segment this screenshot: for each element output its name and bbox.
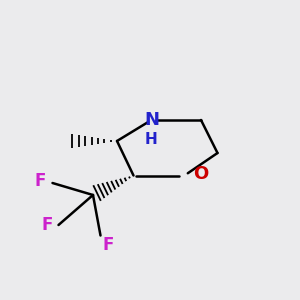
Text: N: N [144, 111, 159, 129]
Text: H: H [145, 132, 158, 147]
Text: F: F [41, 216, 53, 234]
Text: F: F [102, 236, 114, 253]
Text: F: F [34, 172, 46, 190]
Text: O: O [194, 165, 208, 183]
